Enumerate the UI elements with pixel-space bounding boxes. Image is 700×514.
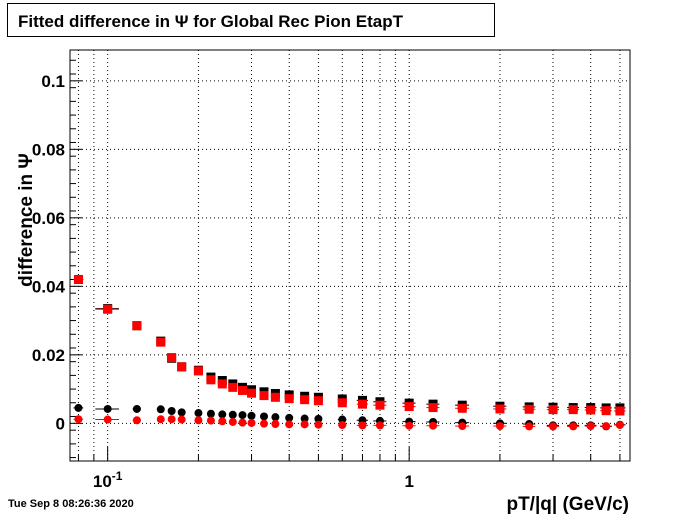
y-axis-label: difference in Ψ: [16, 153, 37, 287]
data-point: [206, 375, 216, 385]
data-point: [495, 422, 504, 431]
data-point: [217, 379, 227, 389]
data-point: [260, 412, 269, 421]
data-point: [228, 417, 237, 426]
data-point: [194, 409, 203, 418]
data-point: [156, 337, 166, 347]
data-point: [285, 413, 294, 422]
data-point: [103, 304, 113, 314]
x-axis-label: pT/|q| (GeV/c): [506, 494, 629, 514]
data-point: [218, 410, 227, 419]
grid-lines: [70, 50, 630, 461]
data-point: [338, 421, 347, 430]
data-point: [314, 414, 323, 423]
data-point: [525, 422, 534, 431]
data-point: [74, 403, 83, 412]
x-tick-label: 10-1: [93, 469, 123, 491]
data-point: [132, 321, 142, 331]
data-point: [228, 410, 237, 419]
data-marks: [73, 274, 626, 431]
data-point: [549, 422, 558, 431]
data-point: [314, 420, 323, 429]
data-point: [285, 420, 294, 429]
data-point: [569, 422, 578, 431]
data-point: [247, 411, 256, 420]
data-point: [357, 399, 367, 409]
data-point: [405, 421, 414, 430]
x-tick-label: 1: [404, 472, 413, 491]
series-circle-red: [73, 415, 626, 431]
data-point: [193, 366, 203, 376]
data-point: [586, 422, 595, 431]
data-point: [103, 404, 112, 413]
series-square-red: [73, 274, 626, 416]
data-point: [228, 382, 238, 392]
data-point: [300, 420, 309, 429]
series-circle-black: [73, 403, 626, 431]
data-point: [237, 385, 247, 395]
data-point: [524, 404, 534, 414]
data-point: [206, 416, 215, 425]
data-point: [284, 394, 294, 404]
data-point: [375, 400, 385, 410]
data-point: [103, 415, 112, 424]
data-point: [457, 403, 467, 413]
data-point: [177, 362, 187, 372]
data-point: [194, 416, 203, 425]
data-point: [568, 405, 578, 415]
y-tick-label: 0: [56, 414, 65, 433]
data-point: [177, 415, 186, 424]
data-point: [270, 392, 280, 402]
data-point: [429, 421, 438, 430]
data-point: [259, 391, 269, 401]
y-tick-label: 0.02: [32, 346, 65, 365]
data-point: [300, 395, 310, 405]
data-point: [495, 404, 505, 414]
data-point: [458, 422, 467, 431]
data-point: [338, 415, 347, 424]
chart-title: Fitted difference in Ψ for Global Rec Pi…: [18, 12, 403, 31]
data-point: [132, 416, 141, 425]
data-point: [167, 415, 176, 424]
data-point: [404, 402, 414, 412]
data-point: [548, 405, 558, 415]
title-box: Fitted difference in Ψ for Global Rec Pi…: [7, 3, 495, 37]
data-point: [602, 422, 611, 431]
data-point: [375, 421, 384, 430]
data-point: [206, 409, 215, 418]
data-point: [167, 406, 176, 415]
data-point: [238, 411, 247, 420]
data-point: [313, 396, 323, 406]
data-point: [218, 417, 227, 426]
data-point: [260, 419, 269, 428]
data-point: [601, 406, 611, 416]
timestamp: Tue Sep 8 08:26:36 2020: [8, 498, 134, 510]
data-point: [247, 388, 257, 398]
data-point: [132, 404, 141, 413]
data-point: [177, 408, 186, 417]
data-point: [358, 421, 367, 430]
y-tick-label: 0.1: [41, 72, 65, 91]
data-point: [337, 398, 347, 408]
y-tick-label: 0.06: [32, 209, 65, 228]
axes: 0 0.02 0.04 0.06 0.08 0.1 10-1 1: [32, 59, 621, 491]
y-tick-label: 0.04: [32, 277, 66, 296]
data-point: [271, 413, 280, 422]
data-point: [156, 415, 165, 424]
data-point: [73, 274, 83, 284]
data-point: [271, 420, 280, 429]
data-point: [167, 353, 177, 363]
data-point: [615, 421, 624, 430]
data-point: [156, 405, 165, 414]
plot-frame: [69, 49, 631, 462]
data-point: [247, 418, 256, 427]
y-tick-label: 0.08: [32, 140, 65, 159]
data-point: [238, 418, 247, 427]
data-point: [74, 415, 83, 424]
data-point: [615, 406, 625, 416]
data-point: [586, 405, 596, 415]
data-point: [300, 414, 309, 423]
data-point: [428, 403, 438, 413]
